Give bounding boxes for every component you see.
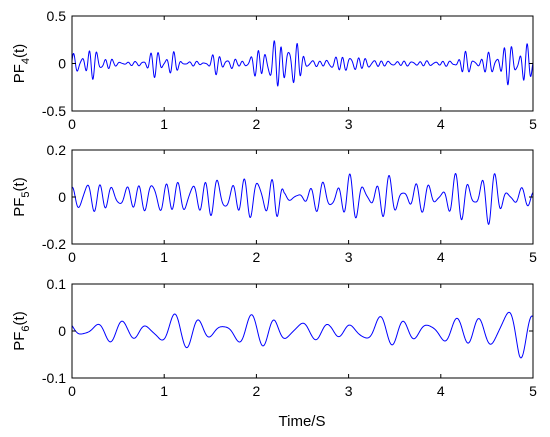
y-tick-label: -0.1 xyxy=(42,370,66,386)
y-axis-label: PF5(t) xyxy=(11,177,32,216)
x-tick-label: 3 xyxy=(345,116,353,132)
y-tick-label: 0 xyxy=(58,189,66,205)
x-tick-label: 0 xyxy=(68,116,76,132)
x-tick-label: 0 xyxy=(68,383,76,399)
x-tick-label: 1 xyxy=(160,383,168,399)
x-tick-label: 4 xyxy=(437,116,445,132)
x-tick-label: 1 xyxy=(160,116,168,132)
x-tick-label: 5 xyxy=(529,116,537,132)
y-tick-label: -0.5 xyxy=(42,103,66,119)
x-tick-label: 1 xyxy=(160,249,168,265)
x-tick-label: 2 xyxy=(253,249,261,265)
y-tick-label: 0.1 xyxy=(47,276,67,292)
x-tick-label: 4 xyxy=(437,249,445,265)
y-tick-label: 0.2 xyxy=(47,142,67,158)
signal-line-pf6 xyxy=(71,311,534,359)
signal-line-pf4 xyxy=(71,40,534,87)
x-tick-label: 2 xyxy=(253,116,261,132)
x-tick-label: 2 xyxy=(253,383,261,399)
y-tick-label: -0.2 xyxy=(42,236,66,252)
y-axis-label: PF4(t) xyxy=(11,44,32,83)
x-axis-label: Time/S xyxy=(279,413,326,430)
x-tick-label: 4 xyxy=(437,383,445,399)
y-tick-label: 0 xyxy=(58,323,66,339)
x-tick-label: 3 xyxy=(345,383,353,399)
x-tick-label: 5 xyxy=(529,249,537,265)
y-axis-label: PF6(t) xyxy=(11,311,32,350)
x-tick-label: 3 xyxy=(345,249,353,265)
y-tick-label: 0 xyxy=(58,56,66,72)
y-tick-label: 0.5 xyxy=(47,8,67,24)
signal-line-pf5 xyxy=(71,172,534,225)
x-tick-label: 5 xyxy=(529,383,537,399)
x-tick-label: 0 xyxy=(68,249,76,265)
